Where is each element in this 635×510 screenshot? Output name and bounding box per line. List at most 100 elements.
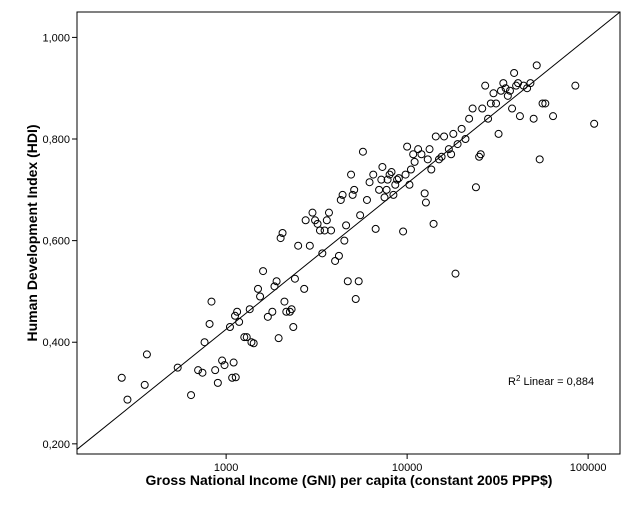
x-axis-ticks: 1000 10000 100000 <box>214 454 607 474</box>
data-point <box>259 267 268 276</box>
data-point <box>300 284 309 293</box>
data-point <box>503 91 512 100</box>
data-point <box>449 129 458 138</box>
data-point <box>173 363 182 372</box>
data-point <box>140 380 149 389</box>
data-point <box>142 350 151 359</box>
data-point <box>371 224 380 233</box>
data-point <box>420 189 429 198</box>
data-point <box>211 366 220 375</box>
data-point <box>218 356 227 365</box>
data-point <box>435 155 443 164</box>
data-point <box>508 104 517 113</box>
data-point <box>478 104 487 113</box>
fit-line <box>77 12 620 450</box>
data-point <box>447 150 456 159</box>
data-point <box>340 236 349 245</box>
data-point <box>590 119 599 128</box>
data-point <box>532 61 541 70</box>
data-point <box>394 174 403 183</box>
data-point <box>393 175 402 184</box>
data-point <box>391 180 400 189</box>
data-point <box>287 305 296 314</box>
data-point <box>278 229 287 237</box>
data-point <box>405 180 414 189</box>
x-tick-label: 100000 <box>570 462 607 474</box>
data-point <box>369 170 378 179</box>
data-point <box>486 99 495 108</box>
r-squared-superscript: 2 <box>516 374 521 383</box>
points-layer <box>117 61 599 404</box>
data-point <box>301 216 310 225</box>
data-point <box>272 277 281 286</box>
data-point <box>336 195 345 204</box>
data-point <box>481 81 490 90</box>
data-point <box>437 152 446 161</box>
data-point <box>457 124 466 133</box>
data-point <box>362 195 371 204</box>
data-point <box>535 155 544 164</box>
data-point <box>549 112 558 121</box>
data-point <box>231 373 240 382</box>
data-point <box>427 165 436 174</box>
data-point <box>440 132 449 141</box>
data-point <box>318 249 327 258</box>
data-point <box>451 269 460 278</box>
data-point <box>235 317 244 326</box>
data-point <box>194 366 203 375</box>
y-tick-label: 0,200 <box>42 439 70 451</box>
data-point <box>347 170 356 179</box>
data-point <box>409 150 418 159</box>
data-point <box>315 226 324 235</box>
y-tick-label: 0,800 <box>42 134 70 146</box>
data-point <box>571 81 580 90</box>
data-point <box>242 333 251 342</box>
data-point <box>324 208 333 217</box>
data-point <box>496 86 505 95</box>
data-point <box>322 216 331 225</box>
data-point <box>200 338 209 347</box>
r-squared-annotation: R2 Linear = 0,884 <box>508 374 594 388</box>
data-point <box>334 251 343 260</box>
data-point <box>489 89 498 98</box>
data-point <box>378 162 387 171</box>
data-point <box>461 135 470 144</box>
data-point <box>417 150 426 159</box>
fit-line-layer <box>77 12 620 450</box>
data-point <box>356 211 365 220</box>
data-point <box>380 193 389 202</box>
data-point <box>213 378 222 387</box>
data-point <box>289 322 298 331</box>
data-point <box>399 227 408 236</box>
data-point <box>220 361 229 370</box>
data-point <box>285 307 294 316</box>
data-point <box>429 219 438 228</box>
data-point <box>529 114 538 123</box>
y-tick-label: 0,400 <box>42 337 70 349</box>
data-point <box>476 150 485 159</box>
data-point <box>423 155 432 164</box>
data-point <box>205 319 214 328</box>
data-point <box>389 190 398 199</box>
data-point <box>421 198 430 207</box>
data-point <box>377 175 386 184</box>
data-point <box>501 84 510 93</box>
data-point <box>270 282 279 291</box>
data-point <box>515 112 524 121</box>
data-point <box>308 208 317 217</box>
data-point <box>228 373 237 382</box>
data-point <box>123 395 132 404</box>
data-point <box>274 334 283 343</box>
data-point <box>268 307 277 316</box>
data-point <box>263 312 272 321</box>
data-point <box>350 185 359 194</box>
y-axis-title: Human Development Index (HDI) <box>24 124 40 341</box>
data-point <box>505 86 514 95</box>
y-tick-label: 0,600 <box>42 236 70 248</box>
data-point <box>327 226 336 235</box>
data-point <box>343 277 352 286</box>
data-point <box>492 99 501 108</box>
data-point <box>117 373 126 382</box>
